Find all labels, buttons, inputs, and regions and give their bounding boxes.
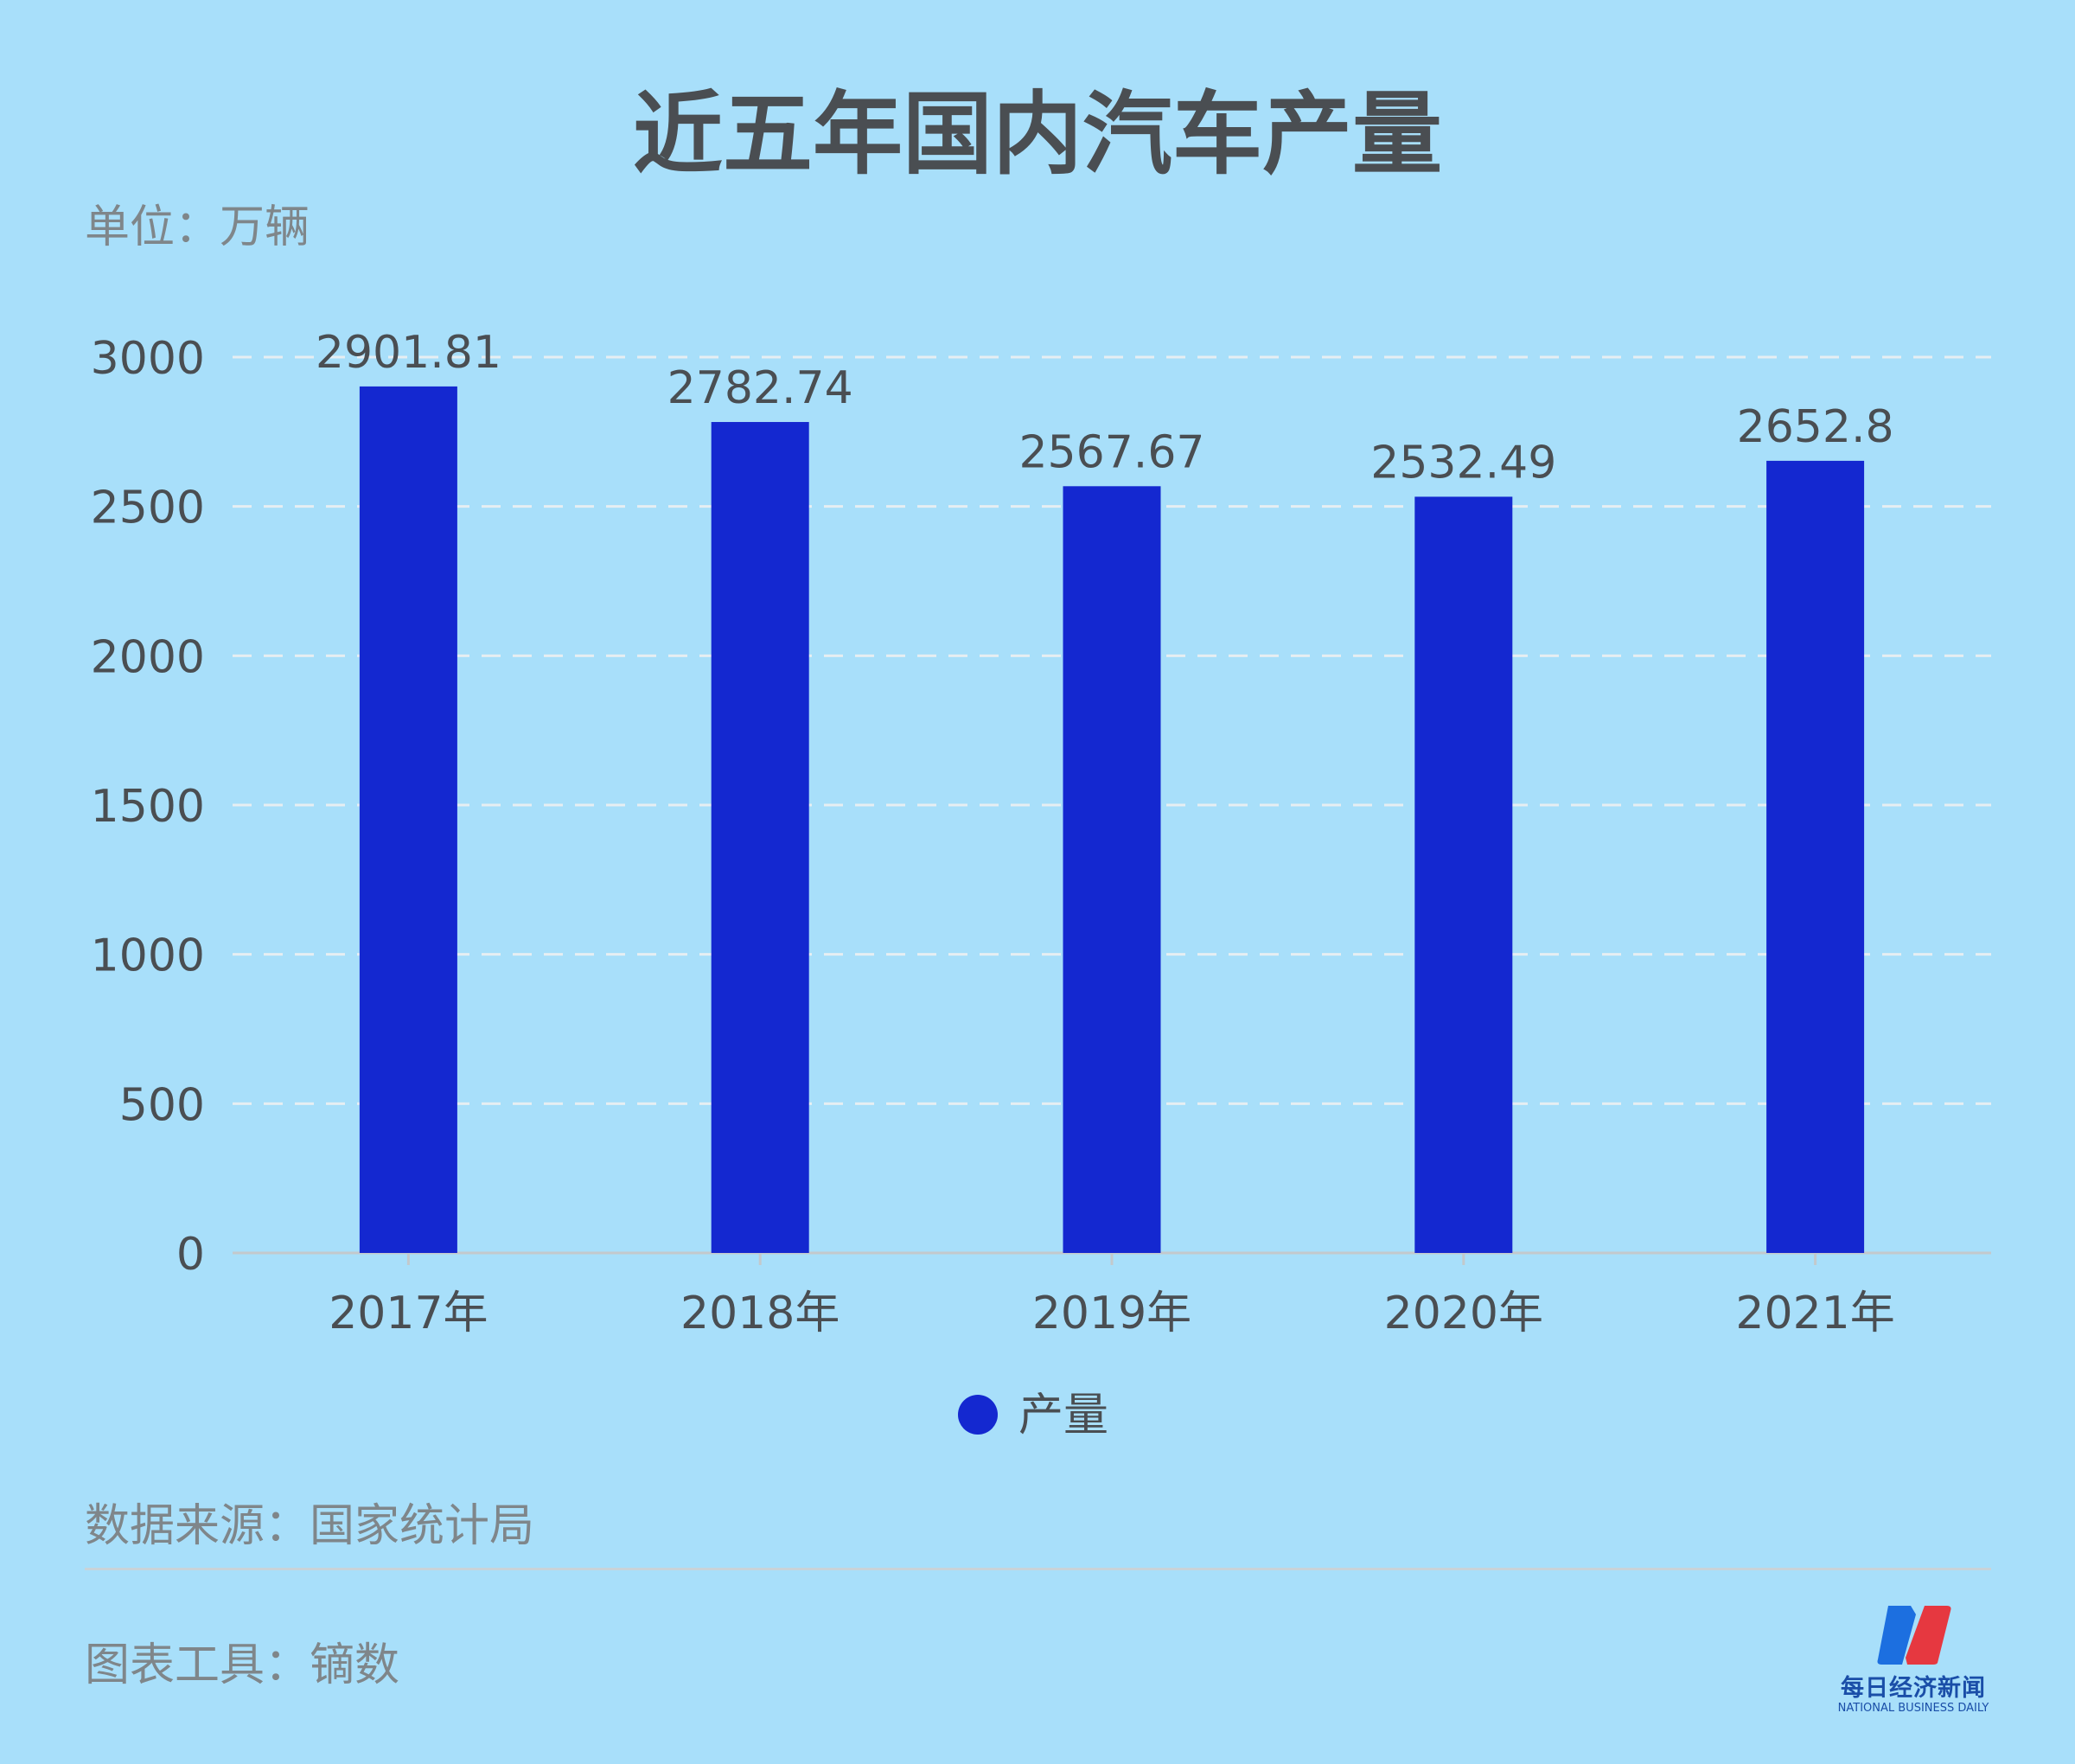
bar xyxy=(1414,496,1513,1253)
x-tick-label: 2019年 xyxy=(1032,1288,1191,1339)
legend-label: 产量 xyxy=(1018,1390,1108,1441)
bar xyxy=(359,386,457,1253)
legend-marker xyxy=(958,1395,998,1435)
data-label: 2782.74 xyxy=(667,362,853,414)
data-label: 2652.8 xyxy=(1737,401,1894,453)
x-tick-label: 2020年 xyxy=(1384,1288,1543,1339)
divider xyxy=(85,1568,1991,1570)
logo-text-cn: 每日经济新闻 xyxy=(1841,1675,1986,1702)
data-label: 2901.81 xyxy=(316,327,501,379)
logo-text-en: NATIONAL BUSINESS DAILY xyxy=(1837,1702,1989,1715)
y-tick-label: 0 xyxy=(176,1229,205,1281)
nbd-logo-icon xyxy=(1877,1606,1951,1665)
data-label: 2567.67 xyxy=(1018,426,1204,478)
y-tick-label: 1000 xyxy=(91,930,205,982)
bar xyxy=(1766,460,1865,1253)
bar xyxy=(711,422,809,1254)
x-tick-label: 2017年 xyxy=(329,1288,488,1339)
unit-label: 单位：万辆 xyxy=(85,201,310,253)
bar-chart: 0 500 1000 1500 2000 2500 3000 2901.81 2017年 2782… xyxy=(91,327,1991,1441)
y-tick-label: 2500 xyxy=(91,483,205,534)
y-tick-label: 3000 xyxy=(91,333,205,385)
y-tick-label: 2000 xyxy=(91,631,205,683)
source-label: 数据来源：国家统计局 xyxy=(85,1500,535,1552)
y-tick-label: 1500 xyxy=(91,781,205,833)
chart-title: 近五年国内汽车产量 xyxy=(632,81,1442,187)
x-tick-label: 2018年 xyxy=(680,1288,840,1339)
x-tick-label: 2021年 xyxy=(1735,1288,1894,1339)
y-tick-label: 500 xyxy=(119,1079,205,1131)
data-label: 2532.49 xyxy=(1370,437,1556,489)
bar xyxy=(1063,486,1161,1253)
tool-label: 图表工具：镝数 xyxy=(85,1639,400,1691)
